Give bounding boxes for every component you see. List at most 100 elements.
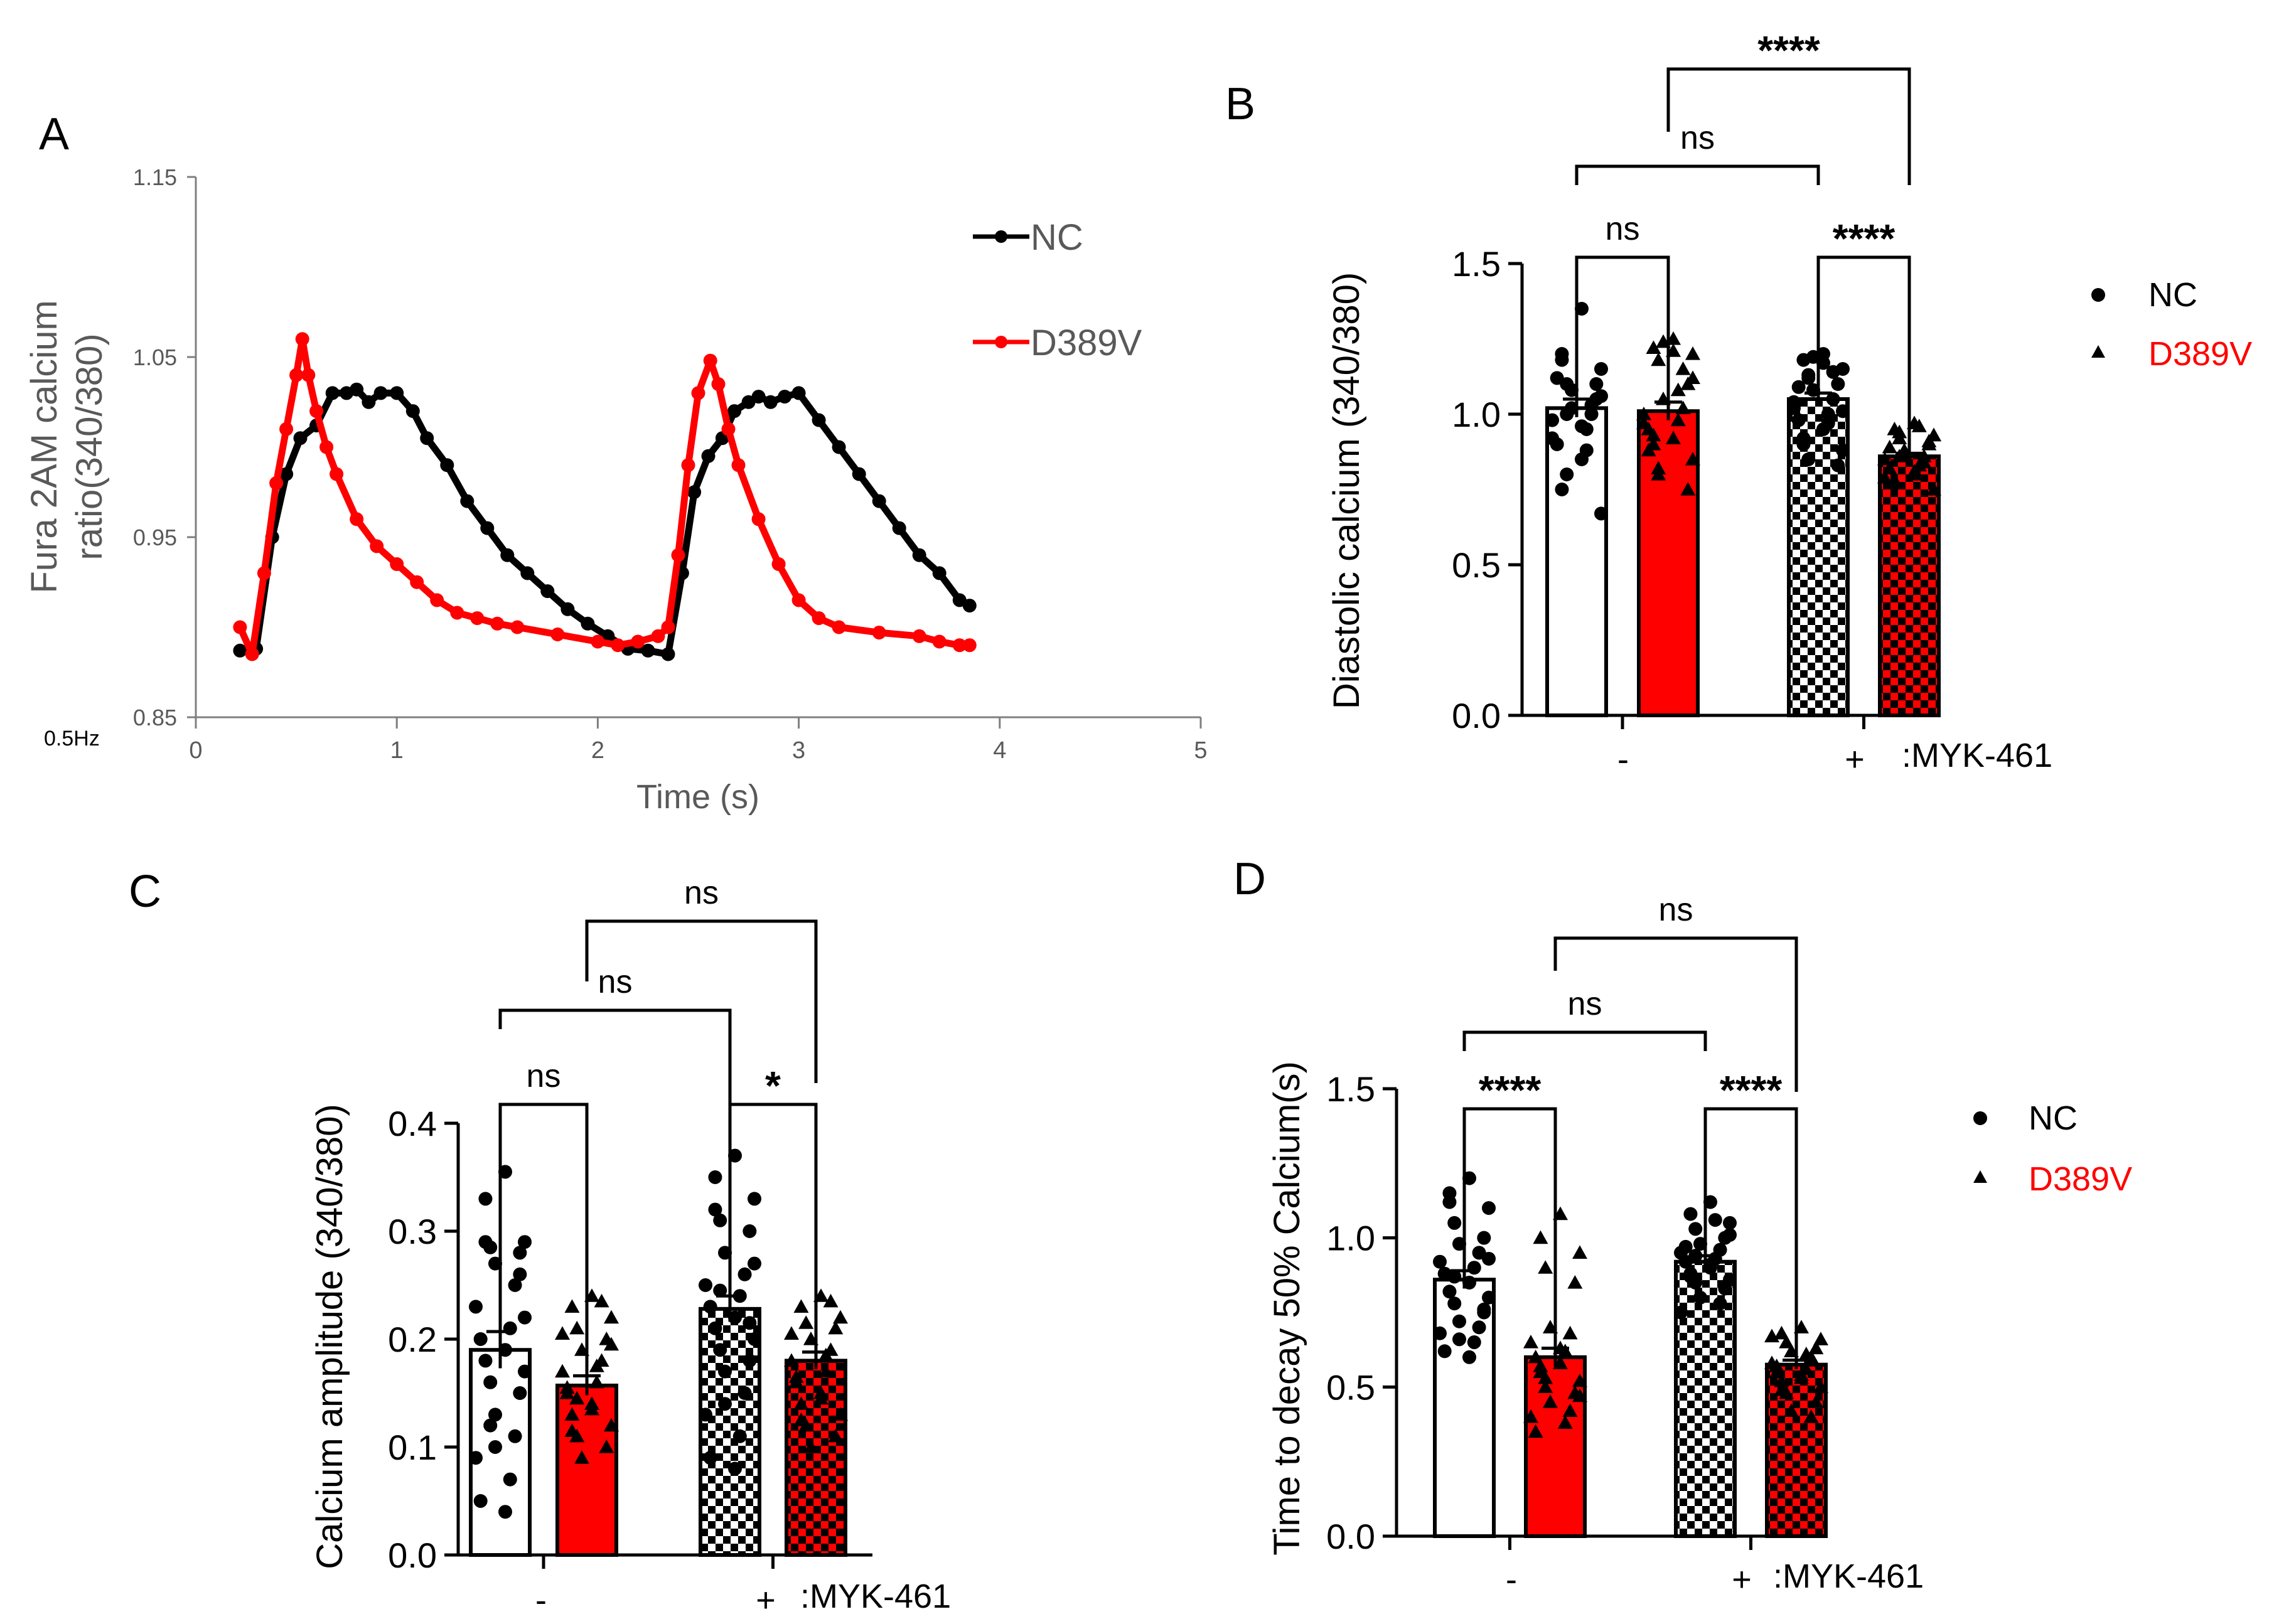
data-point-d389v bbox=[631, 634, 645, 649]
panel-d-data-point bbox=[1523, 1335, 1538, 1349]
panel-b-data-point bbox=[1636, 415, 1651, 429]
panel-b-data-point bbox=[1685, 346, 1700, 360]
panel-a-legend: NC D389V bbox=[973, 217, 1142, 363]
panel-d-significance-label: **** bbox=[1479, 1067, 1542, 1113]
data-point-d389v bbox=[450, 606, 464, 620]
legend-nc-marker bbox=[2091, 288, 2105, 302]
panel-c-data-point bbox=[828, 1320, 844, 1335]
panel-b-bar-1 bbox=[1545, 406, 1608, 718]
data-point-nc bbox=[440, 458, 454, 473]
data-point-nc bbox=[405, 404, 420, 419]
data-point-nc bbox=[581, 616, 595, 631]
panel-d-data-point bbox=[1482, 1251, 1496, 1266]
panel-c-bar-chart: 0.0 0.1 0.2 0.3 0.4 ns * ns ns Calcium amplitude… bbox=[309, 875, 951, 1619]
panel-c-data-point bbox=[478, 1354, 493, 1368]
panel-b-data-point bbox=[1787, 395, 1801, 409]
data-point-nc bbox=[350, 382, 364, 397]
panel-d-data-point bbox=[1538, 1260, 1553, 1274]
panel-b-data-point bbox=[1555, 353, 1569, 367]
panel-c-data-point bbox=[748, 1256, 761, 1271]
panel-a-y-tick-label: 0.95 bbox=[133, 525, 177, 550]
panel-b-bar-3 bbox=[1787, 397, 1850, 717]
data-point-nc bbox=[560, 602, 575, 616]
data-point-nc bbox=[872, 494, 886, 508]
panel-b-y-tick-label: 0.0 bbox=[1452, 696, 1501, 735]
panel-c-group-minus: - bbox=[535, 1581, 547, 1619]
panel-b-data-point bbox=[1651, 461, 1666, 474]
panel-b-data-point bbox=[1926, 427, 1941, 442]
panel-c-data-point bbox=[559, 1380, 575, 1394]
panel-b-data-point bbox=[1791, 380, 1806, 394]
panel-b-data-point bbox=[1685, 370, 1700, 384]
panel-c-data-point bbox=[737, 1267, 752, 1281]
panel-d-data-point bbox=[1769, 1359, 1784, 1372]
panel-label-b: B bbox=[1225, 79, 1255, 129]
data-point-d389v bbox=[470, 611, 485, 626]
panel-d-data-point bbox=[1693, 1290, 1707, 1305]
panel-c-significance-bracket bbox=[585, 919, 818, 1083]
panel-d-data-point bbox=[1688, 1249, 1703, 1263]
data-point-d389v bbox=[832, 620, 846, 634]
panel-b-y-tick-label: 0.5 bbox=[1452, 545, 1501, 585]
panel-d-data-point bbox=[1784, 1403, 1799, 1417]
data-point-d389v bbox=[279, 422, 294, 436]
panel-d-significance-bracket bbox=[1553, 936, 1798, 1092]
legend-d389v-label: D389V bbox=[2029, 1160, 2132, 1198]
panel-c-significance-label: ns bbox=[527, 1058, 561, 1094]
panel-b-data-point bbox=[1594, 506, 1608, 521]
panel-d-data-point bbox=[1477, 1302, 1491, 1317]
panel-b-data-point bbox=[1680, 482, 1696, 496]
panel-a-x-tick-label: 0 bbox=[189, 737, 202, 764]
data-point-nc bbox=[962, 599, 977, 613]
data-point-d389v bbox=[390, 557, 404, 571]
panel-b-data-point bbox=[1670, 412, 1686, 427]
panel-d-group-minus: - bbox=[1506, 1561, 1517, 1598]
panel-c-data-point bbox=[584, 1401, 599, 1416]
panel-b-significance-label: ns bbox=[1606, 211, 1640, 247]
panel-c-data-point bbox=[478, 1235, 493, 1249]
panel-d-treatment-label: :MYK-461 bbox=[1773, 1557, 1924, 1595]
panel-d-significance-label: **** bbox=[1720, 1067, 1783, 1113]
panel-d-data-point bbox=[1683, 1269, 1698, 1284]
panel-c-data-point bbox=[473, 1494, 488, 1508]
panel-d-data-point bbox=[1462, 1350, 1476, 1364]
panel-c-y-tick-label: 0.4 bbox=[388, 1104, 437, 1143]
panel-b-data-point bbox=[1831, 377, 1845, 391]
panel-label-a: A bbox=[39, 109, 69, 159]
panel-c-data-point bbox=[589, 1359, 604, 1372]
panel-b-legend: NC D389V bbox=[2091, 276, 2252, 373]
data-point-nc bbox=[390, 386, 404, 400]
panel-d-data-point bbox=[1452, 1314, 1466, 1328]
panel-b-data-point bbox=[1836, 404, 1850, 419]
panel-b-data-point bbox=[1550, 371, 1564, 385]
panel-c-y-tick-label: 0.2 bbox=[388, 1320, 437, 1359]
panel-d-data-point bbox=[1562, 1325, 1578, 1340]
panel-d-significance-label: ns bbox=[1568, 986, 1602, 1022]
data-point-d389v bbox=[430, 593, 444, 607]
legend-nc-label: NC bbox=[1031, 217, 1083, 258]
panel-b-data-point bbox=[1646, 340, 1661, 354]
panel-d-data-point bbox=[1467, 1335, 1481, 1350]
panel-d-data-point bbox=[1567, 1274, 1583, 1289]
data-point-nc bbox=[763, 395, 778, 409]
panel-c-data-point bbox=[713, 1213, 727, 1227]
panel-b-data-point bbox=[1560, 467, 1574, 481]
panel-b-data-point bbox=[1651, 352, 1666, 366]
panel-c-data-point bbox=[743, 1354, 757, 1368]
data-point-nc bbox=[661, 647, 675, 661]
panel-d-data-point bbox=[1562, 1403, 1578, 1417]
data-point-d389v bbox=[330, 467, 344, 481]
panel-b-significance-label: **** bbox=[1757, 28, 1820, 73]
panel-b-data-point bbox=[1801, 452, 1816, 466]
panel-c-data-point bbox=[518, 1364, 532, 1379]
data-point-d389v bbox=[295, 332, 309, 346]
panel-b-data-point bbox=[1911, 419, 1927, 432]
panel-d-data-point bbox=[1813, 1379, 1828, 1393]
panel-b-data-point bbox=[1594, 362, 1608, 376]
panel-d-data-point bbox=[1433, 1254, 1447, 1269]
data-point-d389v bbox=[370, 539, 384, 553]
data-point-nc bbox=[233, 643, 247, 658]
panel-c-significance-bracket bbox=[498, 1008, 732, 1104]
data-point-d389v bbox=[245, 647, 259, 661]
panel-d-bar-chart: 0.0 0.5 1.0 1.5 **** **** ns ns Time to decay 5… bbox=[1267, 892, 2132, 1598]
